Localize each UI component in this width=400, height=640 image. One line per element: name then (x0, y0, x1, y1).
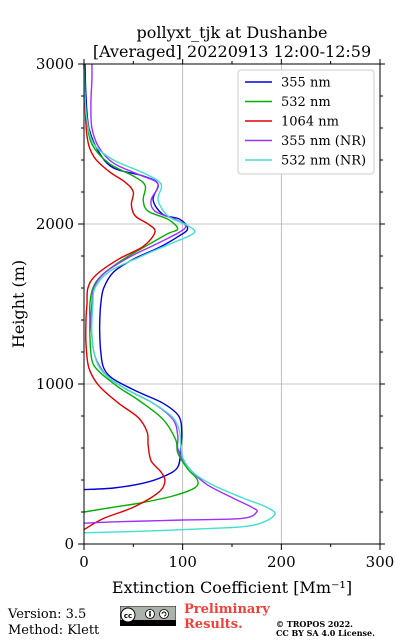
x-tick-label: 300 (366, 553, 395, 571)
x-tick-label: 100 (168, 553, 197, 571)
x-tick-label: 0 (79, 553, 89, 571)
y-tick-label: 0 (64, 535, 74, 553)
legend-label-1: 532 nm (281, 95, 331, 110)
method-text: Method: Klett (8, 623, 100, 638)
copyright-note: © TROPOS 2022. CC BY SA 4.0 License. (276, 620, 375, 638)
y-axis-label: Height (m) (9, 260, 28, 348)
series-line-2 (83, 63, 166, 531)
extinction-profile-chart: pollyxt_tjk at Dushanbe [Averaged] 20220… (9, 23, 395, 597)
copyright-line2: CC BY SA 4.0 License. (276, 628, 375, 638)
cc-by-sa-logo: cc (120, 606, 176, 626)
chart-subtitle: [Averaged] 20220913 12:00-12:59 (93, 42, 371, 61)
legend: 355 nm 532 nm 1064 nm 355 nm (NR) 532 nm (NR… (237, 69, 375, 175)
legend-label-2: 1064 nm (281, 115, 339, 130)
x-axis-label: Extinction Coefficient [Mm⁻¹] (112, 578, 352, 597)
svg-text:cc: cc (124, 612, 132, 620)
legend-label-0: 355 nm (281, 76, 331, 91)
series-layer (83, 63, 276, 534)
x-tick-label: 200 (267, 553, 296, 571)
preliminary-line2: Results. (184, 617, 243, 632)
preliminary-line1: Preliminary (184, 602, 270, 617)
preliminary-results-note: Preliminary Results. (184, 602, 270, 632)
y-tick-label: 3000 (36, 55, 74, 73)
series-line-1 (83, 63, 199, 513)
y-tick-label: 1000 (36, 375, 74, 393)
legend-box (237, 69, 375, 175)
version-text: Version: 3.5 (8, 607, 87, 622)
legend-label-3: 355 nm (NR) (281, 134, 366, 149)
y-tick-label: 2000 (36, 215, 74, 233)
copyright-line1: © TROPOS 2022. (276, 619, 353, 629)
series-line-3 (83, 63, 258, 524)
chart-title: pollyxt_tjk at Dushanbe (136, 23, 327, 42)
series-line-4 (83, 63, 276, 534)
legend-label-4: 532 nm (NR) (281, 154, 366, 169)
